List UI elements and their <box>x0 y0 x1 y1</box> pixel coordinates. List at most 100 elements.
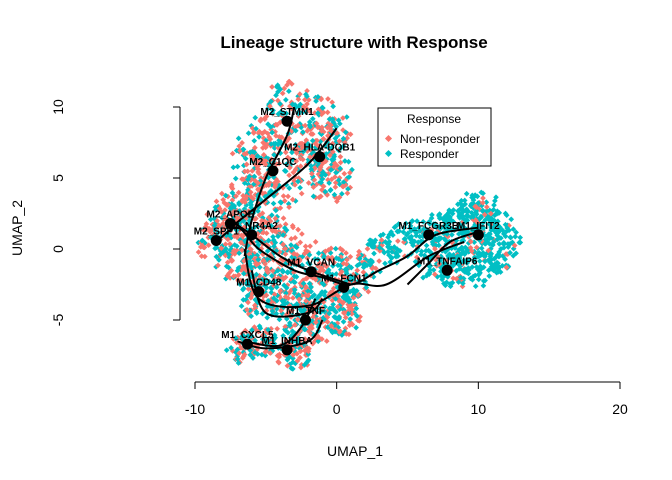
cell-point <box>322 158 329 165</box>
cell-point <box>475 200 482 206</box>
cell-point <box>267 330 273 337</box>
cell-point <box>319 124 325 131</box>
cell-point <box>328 323 335 329</box>
cell-point <box>267 103 273 110</box>
cell-point <box>269 107 276 114</box>
cell-point <box>273 297 280 304</box>
cell-point <box>289 196 296 203</box>
lineage-node <box>441 264 453 276</box>
cell-point <box>268 124 274 130</box>
cell-point <box>294 252 300 258</box>
cell-point <box>222 245 229 252</box>
cell-point <box>269 308 276 314</box>
cell-point <box>472 283 479 290</box>
cell-point <box>486 259 493 265</box>
cell-point <box>233 335 239 342</box>
cell-point <box>335 177 342 184</box>
cell-point <box>308 166 315 173</box>
cell-point <box>288 242 294 248</box>
cell-point <box>201 227 207 234</box>
cell-point <box>360 261 367 268</box>
cell-point <box>277 287 284 294</box>
cell-point <box>340 179 347 186</box>
lineage-node-label: M1_TNF <box>286 306 325 317</box>
cell-point <box>479 207 486 214</box>
cell-point <box>253 271 260 278</box>
cell-point <box>300 277 307 284</box>
cell-point <box>385 248 391 255</box>
cell-point <box>325 254 331 261</box>
cell-point <box>460 280 466 287</box>
cell-point <box>337 145 344 151</box>
cell-point <box>320 105 326 111</box>
cell-point <box>235 189 242 196</box>
legend-label: Responder <box>400 147 459 161</box>
cell-point <box>485 267 492 274</box>
cell-point <box>330 103 336 110</box>
cell-point <box>297 239 304 246</box>
cell-point <box>230 273 237 280</box>
cell-point <box>339 247 346 254</box>
cell-point <box>251 173 258 180</box>
cell-point <box>302 336 308 342</box>
cell-point <box>324 269 330 276</box>
cell-point <box>279 298 286 304</box>
cell-point <box>234 163 241 170</box>
cell-point <box>252 216 258 223</box>
cell-point <box>329 305 335 312</box>
lineage-node-label: M2_NR4A2 <box>226 221 279 232</box>
cell-point <box>216 257 222 263</box>
cell-point <box>453 267 460 274</box>
cell-point <box>250 195 256 202</box>
lineage-node <box>472 229 484 241</box>
cell-point <box>371 239 378 246</box>
cell-point <box>333 271 340 277</box>
cell-point <box>250 156 257 162</box>
cell-point <box>283 161 290 167</box>
cell-point <box>332 245 339 252</box>
cell-point <box>250 355 256 361</box>
cell-point <box>247 352 254 358</box>
cell-point <box>487 231 493 237</box>
cell-point <box>329 99 335 106</box>
cell-point <box>482 240 489 247</box>
cell-point <box>367 257 374 264</box>
cell-point <box>204 211 211 218</box>
cell-point <box>208 227 214 233</box>
cell-point <box>483 208 490 214</box>
cell-point <box>344 190 351 197</box>
cell-point <box>347 131 354 138</box>
cell-point <box>293 158 300 164</box>
cell-point <box>343 331 350 337</box>
cell-point <box>488 210 494 217</box>
cell-point <box>260 229 267 236</box>
cell-point <box>432 271 438 278</box>
cell-point <box>453 275 460 282</box>
cell-point <box>437 225 443 231</box>
cell-point <box>230 164 237 171</box>
cell-point <box>281 282 287 289</box>
cell-point <box>332 184 339 190</box>
cell-point <box>325 96 331 102</box>
cell-point <box>292 124 299 130</box>
cell-point <box>381 249 388 256</box>
cell-point <box>318 131 325 138</box>
cell-point <box>508 216 515 223</box>
cell-point <box>476 258 483 265</box>
cell-point <box>268 212 275 219</box>
cell-point <box>211 222 218 229</box>
cell-point <box>228 344 234 351</box>
cell-point <box>310 314 316 320</box>
cell-point <box>232 175 239 182</box>
cell-point <box>278 134 285 141</box>
cell-point <box>449 279 456 286</box>
cell-point <box>273 207 279 214</box>
cell-point <box>242 199 248 205</box>
cell-point <box>275 178 281 185</box>
cell-point <box>436 212 442 219</box>
cell-point <box>280 232 286 238</box>
cell-point <box>336 297 343 304</box>
cell-point <box>471 239 478 245</box>
cell-point <box>301 347 308 354</box>
lineage-node-label: M1_IFIT2 <box>457 221 500 232</box>
